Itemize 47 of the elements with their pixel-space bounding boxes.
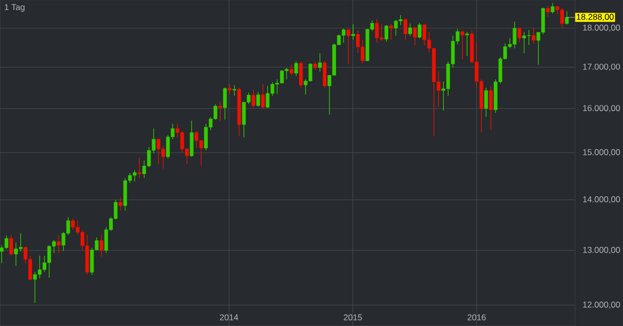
candlestick <box>404 18 408 40</box>
candlestick <box>351 24 355 40</box>
x-tick-label: 2016 <box>468 314 486 320</box>
candlestick <box>389 24 393 40</box>
candlestick <box>484 87 488 118</box>
candlestick <box>100 234 104 258</box>
candlestick <box>460 30 464 60</box>
y-tick-label: 13.000,00 <box>583 246 620 254</box>
candlestick <box>489 86 493 131</box>
candlestick <box>256 91 260 108</box>
y-tick-label: 18.000,00 <box>583 24 620 32</box>
candlestick <box>118 197 122 211</box>
annotation: 18.288,00 <box>576 14 614 21</box>
candlestick <box>299 61 303 88</box>
candlestick <box>252 89 256 109</box>
candlestick <box>318 52 322 72</box>
candlestick <box>294 60 298 76</box>
candlestick <box>565 10 569 25</box>
candlestick <box>261 84 265 109</box>
candlestick <box>413 26 417 46</box>
candlestick <box>465 32 469 56</box>
candlestick <box>518 27 522 42</box>
y-tick-label: 14.000,00 <box>583 196 620 204</box>
candlestick <box>190 120 194 158</box>
y-tick-label: 15.000,00 <box>583 149 620 156</box>
candlestick <box>218 101 222 122</box>
candlestick <box>546 5 550 18</box>
candlestick <box>346 28 350 65</box>
candlestick <box>232 84 236 96</box>
candlestick <box>408 23 412 36</box>
candlestick <box>532 28 536 44</box>
candlestick <box>550 2 554 14</box>
candlestick <box>56 234 61 254</box>
candlestick <box>9 234 14 256</box>
candlestick <box>384 24 388 42</box>
x-tick-label: 2015 <box>344 314 362 320</box>
x-tick-label: 2014 <box>220 314 238 320</box>
candlestick <box>223 87 227 120</box>
candlestick <box>418 22 422 39</box>
candlestick <box>138 157 142 179</box>
chart-subtitle: 1 Tag <box>4 4 24 12</box>
candlestick <box>228 83 232 94</box>
y-tick-label: 12.000,00 <box>583 302 620 309</box>
y-tick-label: 16.000,00 <box>583 105 620 112</box>
candlestick <box>322 60 326 88</box>
candlestick <box>290 64 294 76</box>
y-tick-label: 17.000,00 <box>583 64 620 71</box>
